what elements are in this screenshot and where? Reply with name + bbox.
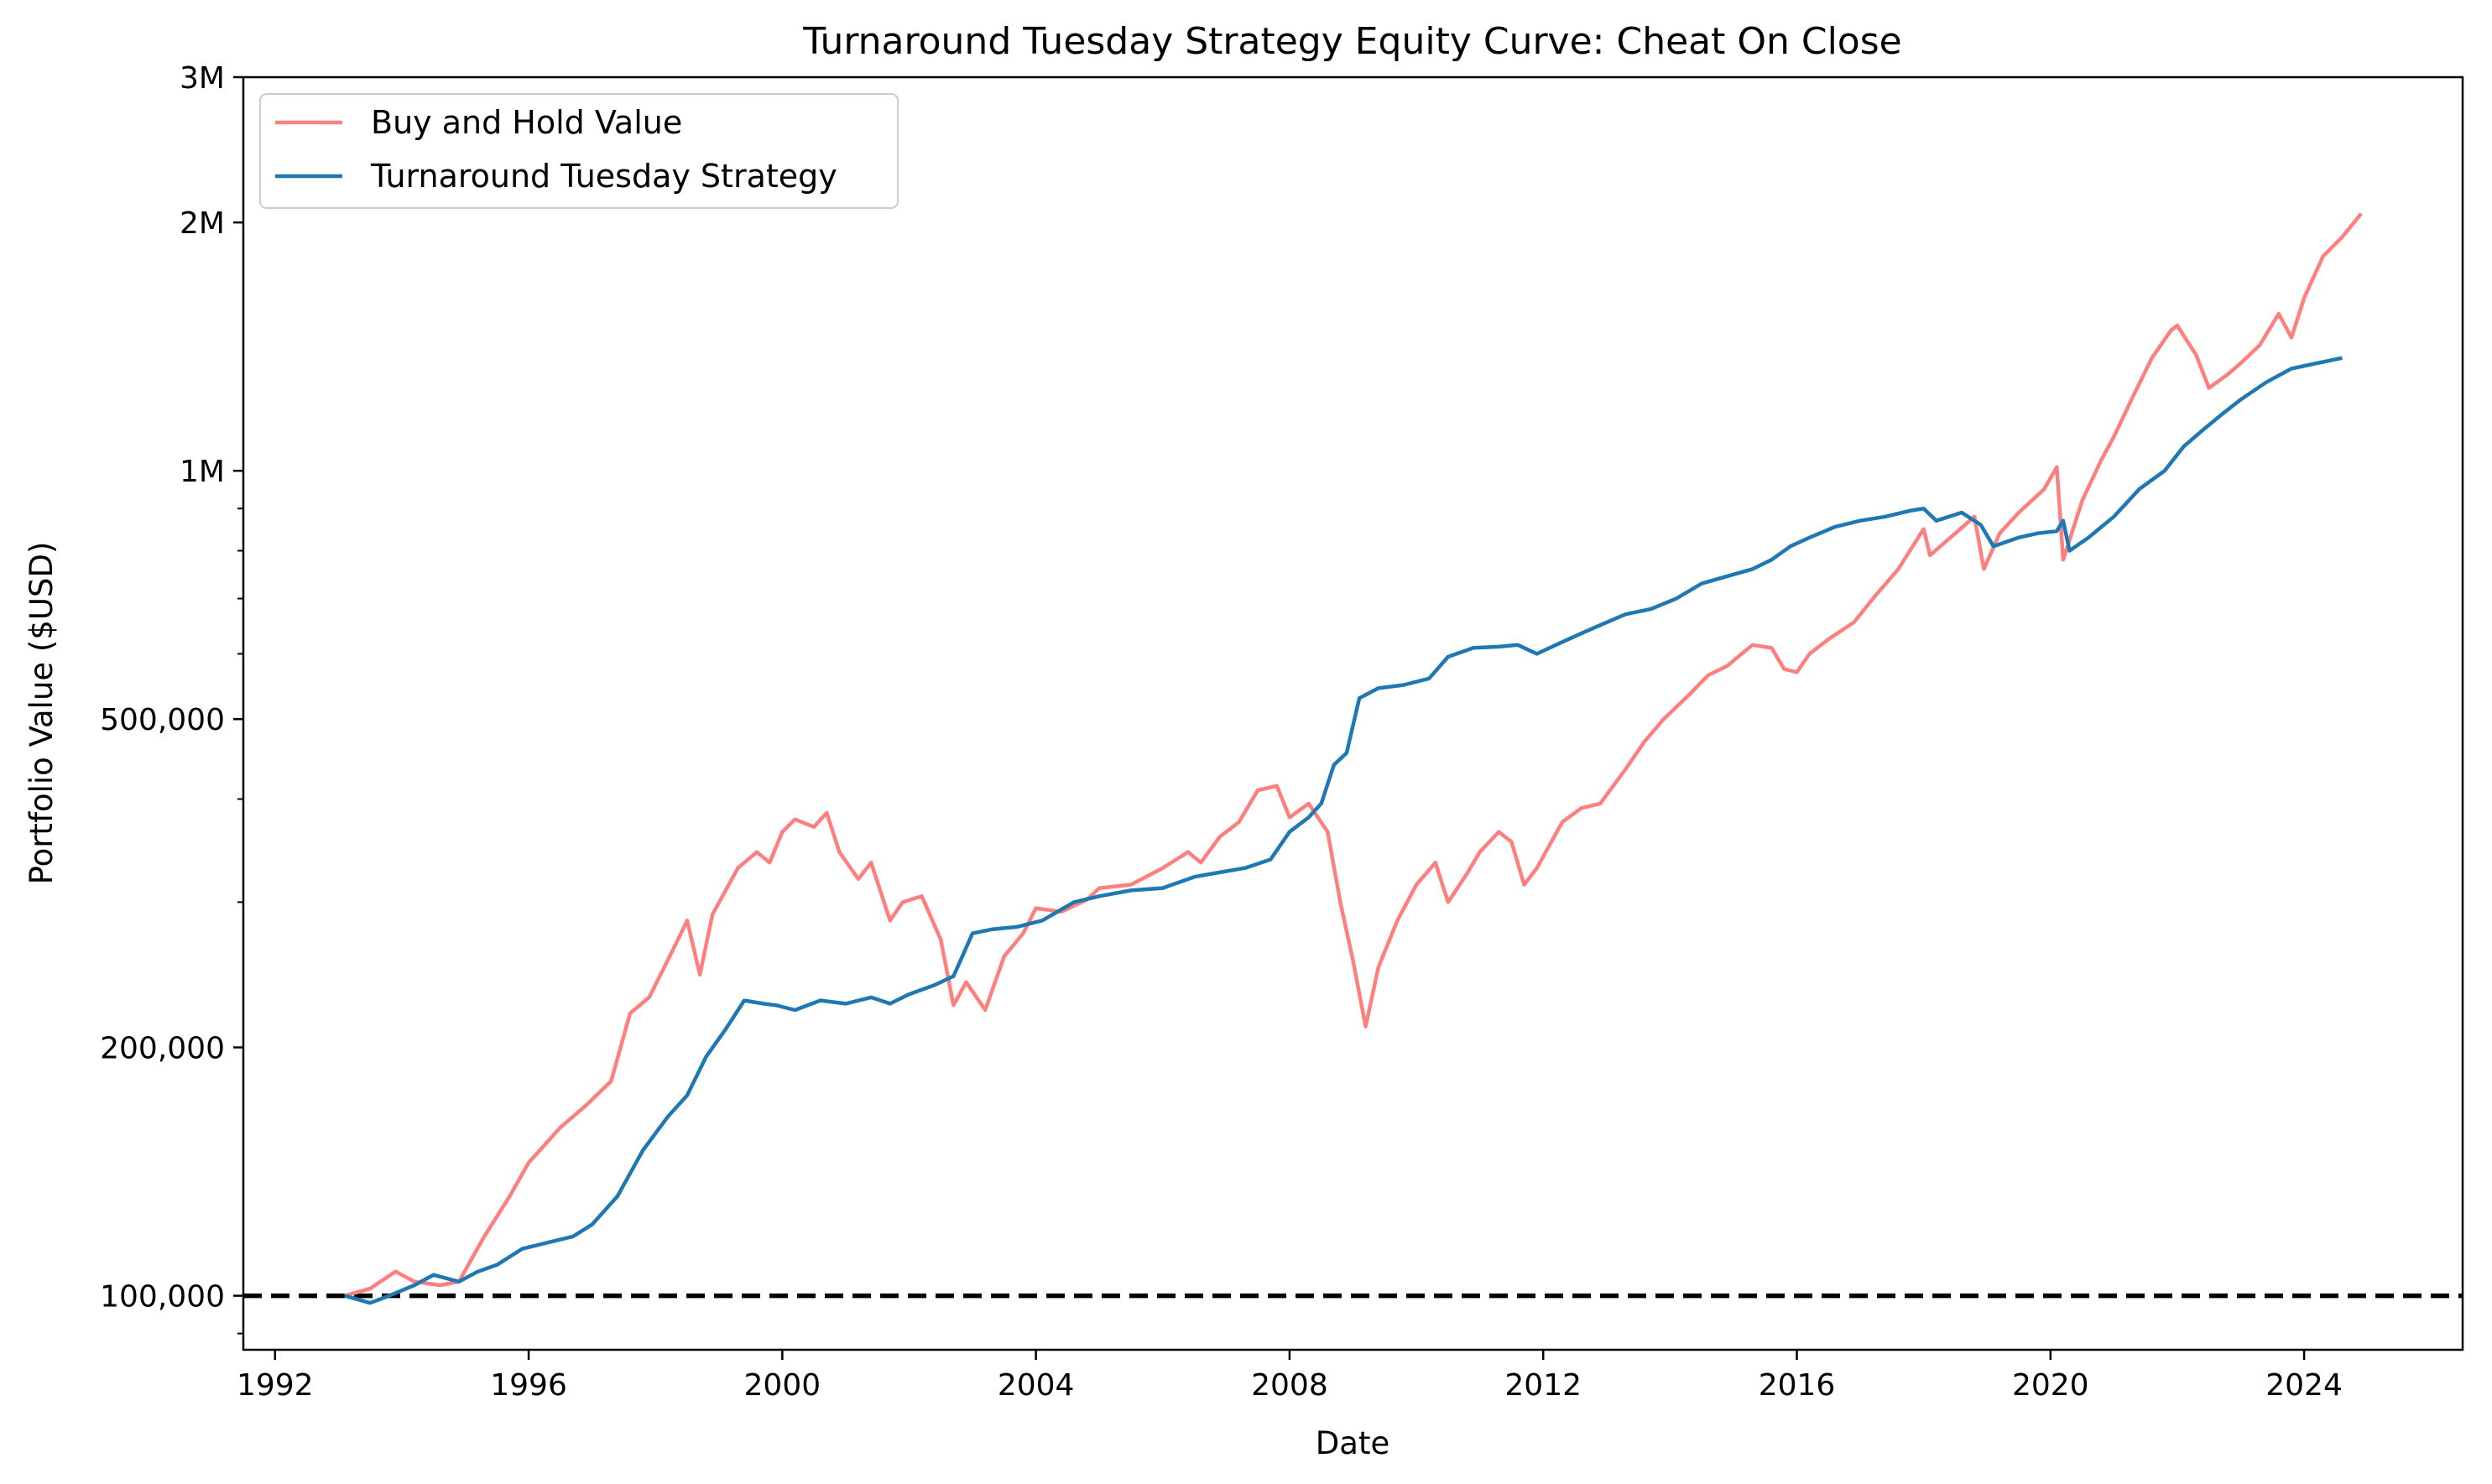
x-tick-label: 2012 <box>1504 1368 1582 1403</box>
x-tick-label: 1996 <box>490 1368 567 1403</box>
chart-title: Turnaround Tuesday Strategy Equity Curve… <box>802 20 1901 63</box>
legend: Buy and Hold Value Turnaround Tuesday St… <box>259 93 899 209</box>
x-tick-label: 2016 <box>1759 1368 1836 1403</box>
x-axis-label: Date <box>1316 1425 1389 1461</box>
x-tick-label: 2008 <box>1251 1368 1328 1403</box>
legend-box <box>259 93 899 209</box>
x-tick-label: 2024 <box>2265 1368 2343 1403</box>
y-tick-label: 2M <box>180 206 225 241</box>
plot-area <box>243 212 2463 1305</box>
plot-frame <box>242 76 2464 1351</box>
series-line-turnaround-tuesday <box>344 356 2343 1305</box>
x-axis: 1992 1996 2000 2004 2008 2012 2016 2020 2024 <box>237 1350 2343 1403</box>
y-tick-label: 3M <box>180 61 225 96</box>
y-tick-label: 100,000 <box>100 1280 225 1315</box>
x-tick-label: 2004 <box>998 1368 1075 1403</box>
y-tick-label: 200,000 <box>100 1032 225 1066</box>
x-tick-label: 2020 <box>2012 1368 2089 1403</box>
legend-label-turnaround-tuesday: Turnaround Tuesday Strategy <box>370 158 837 195</box>
legend-label-buy-and-hold: Buy and Hold Value <box>371 104 682 141</box>
y-axis: 100,000 200,000 500,000 1M 2M 3M <box>100 61 243 1335</box>
series-line-buy-and-hold <box>344 212 2363 1298</box>
y-tick-label: 500,000 <box>100 703 225 737</box>
y-tick-label: 1M <box>180 455 225 489</box>
x-tick-label: 1992 <box>237 1368 314 1403</box>
y-axis-label: Portfolio Value ($USD) <box>23 542 60 885</box>
x-tick-label: 2000 <box>744 1368 821 1403</box>
